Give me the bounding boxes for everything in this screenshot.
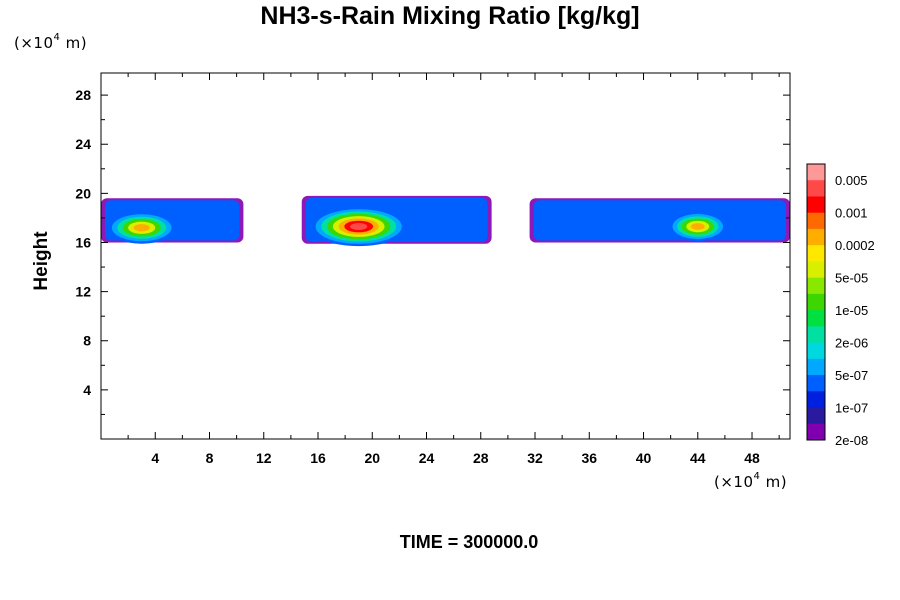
x-tick-label: 28 (473, 450, 489, 466)
y-tick-label: 4 (83, 382, 91, 398)
colorbar-swatch (807, 293, 825, 311)
colorbar-label: 0.001 (835, 206, 868, 221)
colorbar-swatch (807, 326, 825, 344)
x-tick-label: 8 (206, 450, 214, 466)
colorbar-swatch (807, 407, 825, 425)
colorbar-swatch (807, 391, 825, 409)
x-tick-label: 24 (419, 450, 435, 466)
plot-frame (100, 72, 791, 440)
contour-band-inner-right-band (533, 200, 786, 241)
colorbar-swatch (807, 164, 825, 181)
x-tick-label: 44 (690, 450, 706, 466)
x-tick-label: 32 (527, 450, 543, 466)
page-title: NH3-s-Rain Mixing Ratio [kg/kg] (260, 2, 640, 30)
colorbar-swatch (807, 375, 825, 392)
colorbar-label: 1e-07 (835, 401, 868, 416)
colorbar-label: 1e-05 (835, 303, 868, 318)
contour-level-right-6 (690, 223, 705, 230)
x-tick-label: 40 (636, 450, 652, 466)
colorbar-swatch (807, 212, 825, 230)
colorbar-label: 2e-06 (835, 336, 868, 351)
contour-level-center-8 (350, 223, 368, 230)
y-tick-label: 12 (75, 284, 91, 300)
y-tick-label: 8 (83, 333, 91, 349)
colorbar-label: 5e-05 (835, 271, 868, 286)
colorbar-swatch (807, 423, 825, 441)
colorbar: 0.005 0.001 0.0002 5e-05 1e-05 2e-06 5e-07 1e-0… (806, 163, 875, 448)
colorbar-swatch (807, 261, 825, 279)
colorbar-swatch (807, 277, 825, 295)
colorbar-frame (806, 163, 826, 441)
x-tick-label: 36 (581, 450, 597, 466)
colorbar-swatch (807, 310, 825, 327)
x-unit-label: (×104 m) (714, 471, 788, 491)
x-tick-label: 20 (364, 450, 380, 466)
colorbar-swatch (807, 228, 825, 246)
contour-fill (101, 195, 790, 247)
colorbar-label: 5e-07 (835, 368, 868, 383)
colorbar-swatch (807, 358, 825, 376)
colorbar-label: 0.005 (835, 173, 868, 188)
y-unit-label: (×104 m) (14, 32, 88, 52)
x-tick-label: 12 (256, 450, 272, 466)
y-tick-label: 24 (75, 136, 91, 152)
colorbar-swatch (807, 196, 825, 214)
y-tick-label: 28 (75, 87, 91, 103)
y-tick-label: 20 (75, 185, 91, 201)
y-tick-label: 16 (75, 234, 91, 250)
x-tick-label: 48 (744, 450, 760, 466)
x-tick-label: 16 (310, 450, 326, 466)
x-tick-label: 4 (151, 450, 159, 466)
colorbar-swatch (807, 245, 825, 262)
colorbar-swatch (807, 342, 825, 360)
colorbar-swatch (807, 180, 825, 197)
contour-level-left-6 (133, 224, 150, 232)
time-label: TIME = 300000.0 (399, 532, 539, 552)
colorbar-label: 0.0002 (835, 238, 875, 253)
colorbar-label: 2e-08 (835, 433, 868, 448)
